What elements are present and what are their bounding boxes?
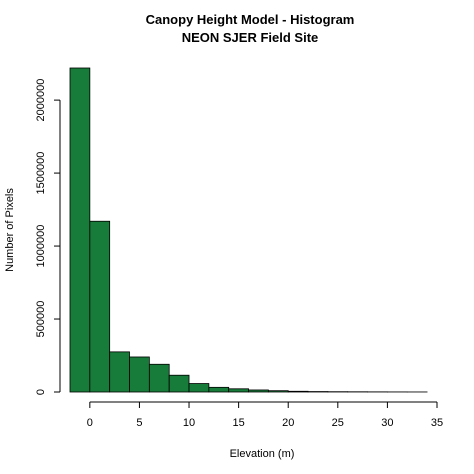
bar <box>208 386 230 393</box>
x-tick-label: 0 <box>87 417 93 429</box>
y-tick-label: 500000 <box>35 301 47 338</box>
y-tick-label: 1500000 <box>35 152 47 195</box>
x-tick-label: 5 <box>136 417 142 429</box>
bar <box>148 363 170 393</box>
chart-title: Canopy Height Model - Histogram <box>146 12 355 27</box>
x-tick-label: 35 <box>431 417 443 429</box>
y-axis-label: Number of Pixels <box>4 188 16 272</box>
x-axis-label: Elevation (m) <box>230 448 295 460</box>
bar <box>89 220 111 393</box>
bar <box>109 351 130 393</box>
x-tick-label: 30 <box>381 417 393 429</box>
bar <box>69 67 91 393</box>
chart-subtitle: NEON SJER Field Site <box>182 30 319 45</box>
x-tick-label: 10 <box>183 417 195 429</box>
x-tick-label: 15 <box>232 417 244 429</box>
bar <box>188 383 210 393</box>
x-tick-label: 20 <box>282 417 294 429</box>
x-tick-label: 25 <box>332 417 344 429</box>
bar <box>228 388 249 393</box>
bar <box>248 389 269 393</box>
y-tick-label: 1000000 <box>35 225 47 268</box>
bar <box>129 356 150 393</box>
y-tick-label: 0 <box>35 389 47 395</box>
bar <box>267 390 289 393</box>
bar <box>287 390 309 393</box>
bar <box>168 374 190 393</box>
y-tick-label: 2000000 <box>35 79 47 122</box>
